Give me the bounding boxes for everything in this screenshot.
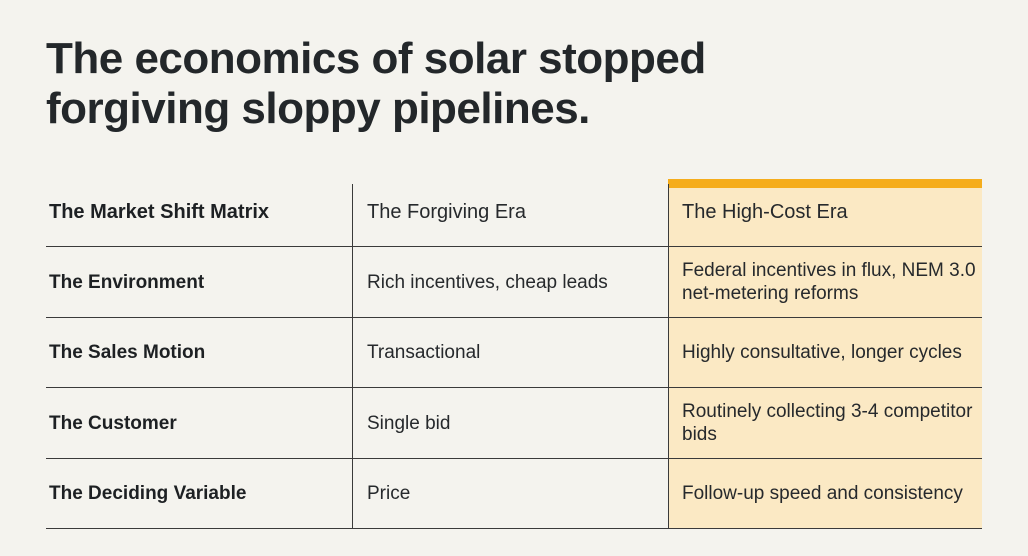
table-row: The Customer Single bid Routinely collec… <box>46 388 982 459</box>
forgiving-era-cell: Transactional <box>367 342 481 363</box>
high-cost-column-highlight <box>668 179 982 528</box>
title-line-2: forgiving sloppy pipelines. <box>46 84 590 133</box>
table-row: The Deciding Variable Price Follow-up sp… <box>46 459 982 529</box>
high-cost-era-cell: Follow-up speed and consistency <box>682 483 963 504</box>
header-cell-matrix: The Market Shift Matrix <box>49 201 270 223</box>
row-label: The Sales Motion <box>49 342 206 363</box>
row-label: The Customer <box>49 412 177 434</box>
forgiving-era-cell: Rich incentives, cheap leads <box>367 271 608 293</box>
high-cost-era-cell: Federal incentives in flux, NEM 3.0 net-… <box>682 260 976 304</box>
column-divider <box>352 184 353 528</box>
table-row: The Sales Motion Transactional Highly co… <box>46 318 982 388</box>
header-cell-high-cost-era: The High-Cost Era <box>682 201 848 223</box>
table-row: The Environment Rich incentives, cheap l… <box>46 247 982 318</box>
row-label: The Environment <box>49 271 205 293</box>
page-title: The economics of solar stopped forgiving… <box>46 34 706 134</box>
header-cell-forgiving-era: The Forgiving Era <box>367 201 526 223</box>
row-label: The Deciding Variable <box>49 483 247 504</box>
high-cost-era-cell: Highly consultative, longer cycles <box>682 342 962 363</box>
high-cost-accent-bar <box>668 179 982 188</box>
forgiving-era-cell: Single bid <box>367 412 451 434</box>
column-divider <box>668 184 669 528</box>
title-line-1: The economics of solar stopped <box>46 34 706 83</box>
forgiving-era-cell: Price <box>367 483 411 504</box>
high-cost-era-cell: Routinely collecting 3-4 competitor bids <box>682 401 973 445</box>
table-header-row: The Market Shift Matrix The Forgiving Er… <box>46 179 982 247</box>
